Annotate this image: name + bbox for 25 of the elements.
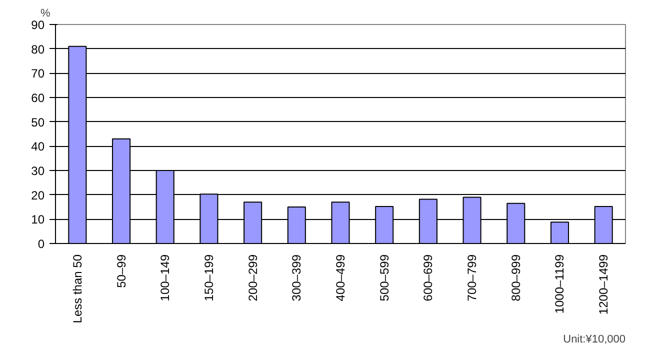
y-tick-label: 80 (31, 42, 45, 56)
x-tick-label: 1000–1199 (552, 254, 567, 314)
y-tick-label: 20 (31, 188, 45, 202)
x-tick-label: 1200–1499 (596, 254, 611, 315)
y-tick-label: 70 (31, 66, 45, 81)
x-tick-label: 600–699 (421, 254, 436, 302)
y-tick-label: 10 (31, 212, 45, 227)
x-tick-label: 50–99 (114, 254, 128, 288)
y-tick-label: 90 (31, 18, 45, 32)
x-tick-label: 700–799 (465, 254, 480, 302)
text: Unit:¥10,000 (563, 334, 626, 346)
x-tick-label: 500–599 (377, 254, 392, 302)
x-tick-label: 800–999 (508, 254, 523, 302)
y-axis-title: % (40, 8, 50, 20)
x-tick-label: 150–199 (202, 254, 216, 302)
y-tick-label: 0 (38, 237, 45, 251)
x-tick-label: 400–499 (334, 254, 348, 302)
y-tick-label: 30 (31, 164, 45, 178)
y-tick-label: 50 (31, 115, 45, 130)
x-tick-label: 300–399 (290, 254, 304, 302)
x-tick-label: 100–149 (158, 254, 172, 302)
y-tick-label: 40 (31, 140, 45, 154)
y-tick-label: 60 (31, 91, 45, 105)
x-tick-label: 200–299 (246, 254, 260, 302)
x-tick-label: Less than 50 (70, 254, 84, 324)
